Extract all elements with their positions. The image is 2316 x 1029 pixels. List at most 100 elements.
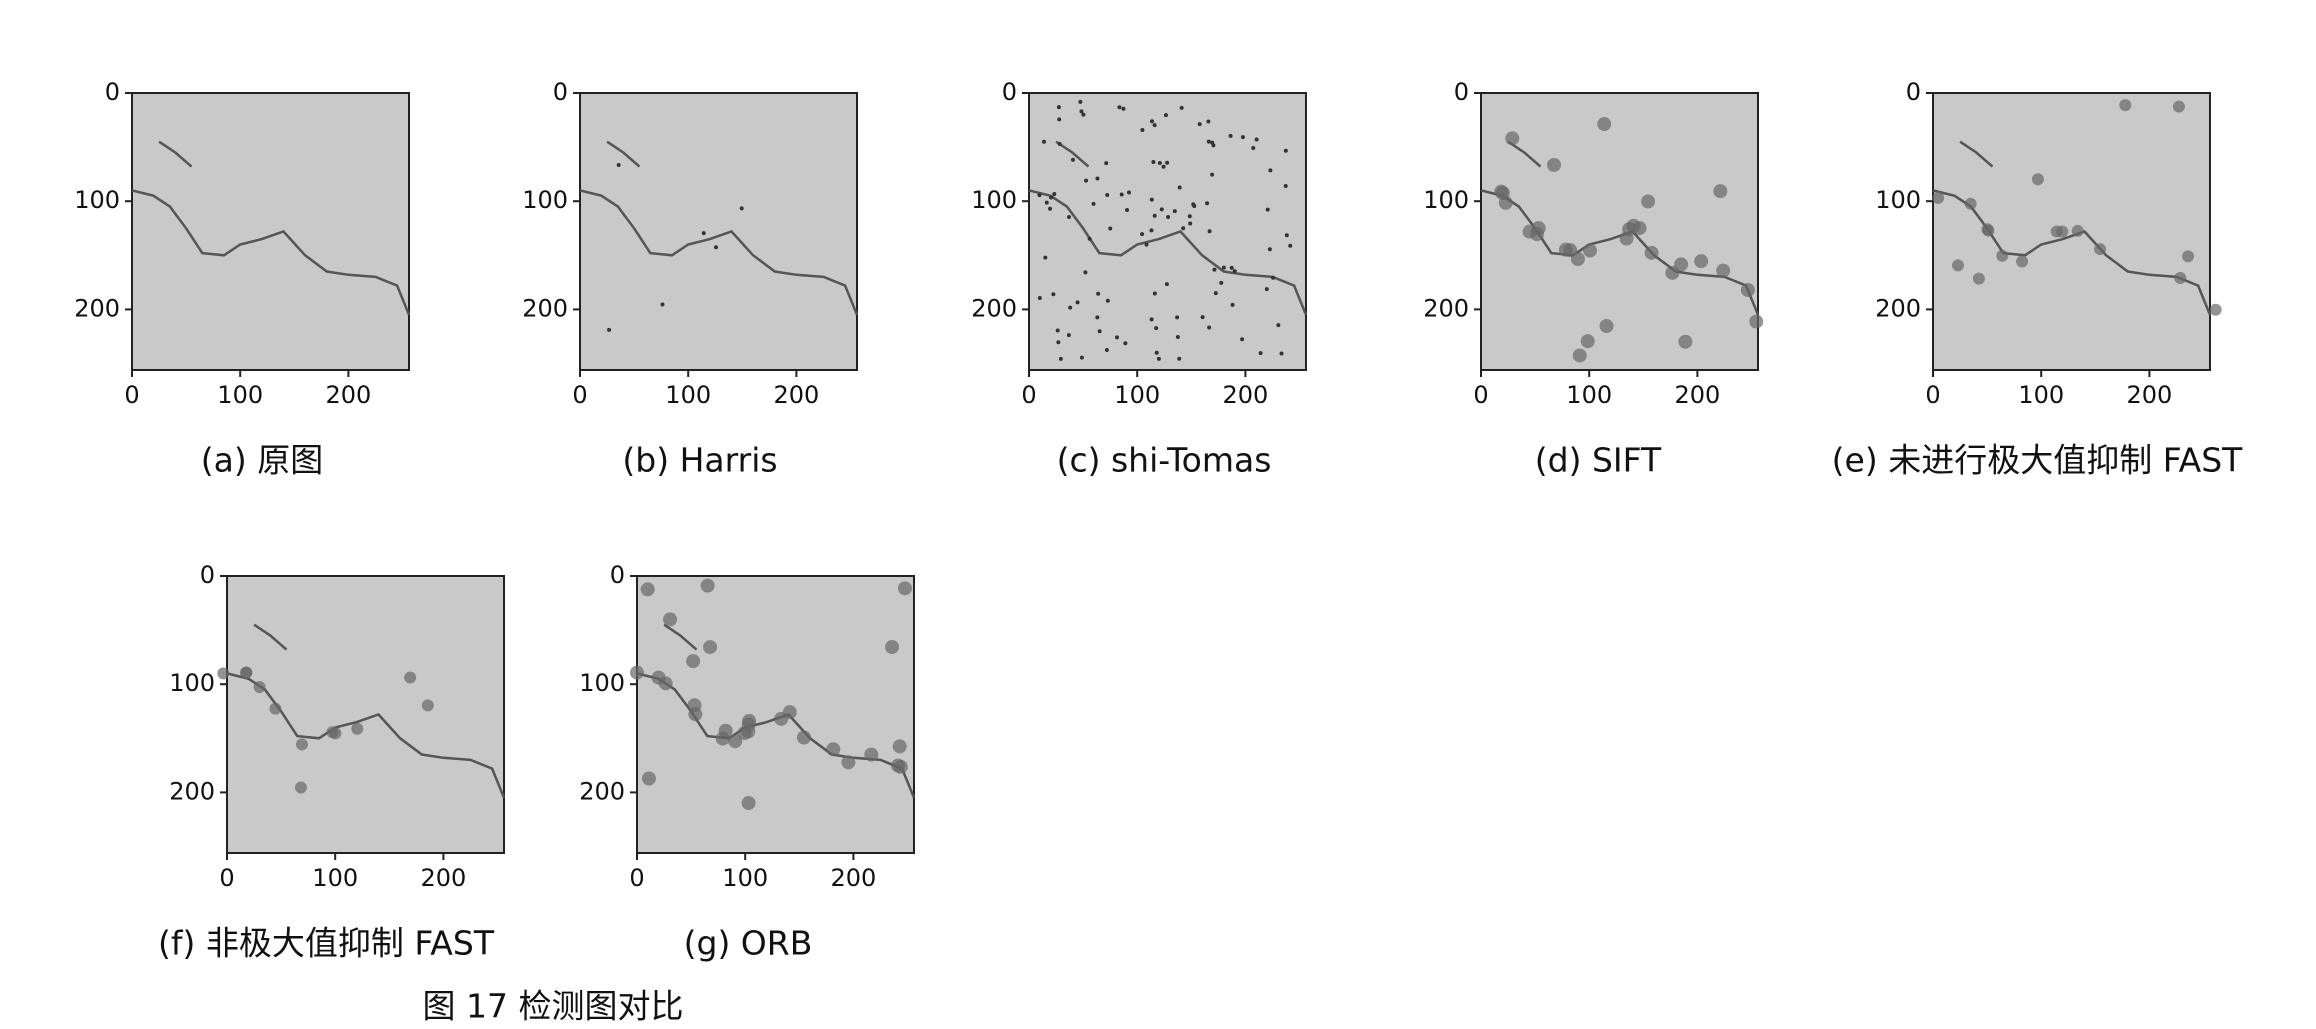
crack	[1932, 189, 2212, 316]
keypoint	[1267, 247, 1272, 252]
keypoint	[421, 699, 434, 712]
keypoint	[1200, 315, 1205, 320]
panel: 0 100 200 0 100 200 (g) ORB	[579, 561, 916, 963]
x-tick-label: 100	[722, 864, 768, 892]
keypoint	[1219, 280, 1224, 285]
keypoint	[1105, 192, 1110, 197]
x-tick-label: 0	[219, 864, 234, 892]
keypoint	[1066, 333, 1071, 338]
x-tick-label: 200	[326, 381, 372, 409]
keypoint	[1078, 99, 1083, 104]
keypoint	[1151, 160, 1156, 165]
keypoint	[1083, 270, 1088, 275]
keypoint	[1254, 137, 1259, 142]
keypoint	[1175, 315, 1180, 320]
keypoint	[714, 245, 719, 250]
panel-caption: (b) Harris	[622, 441, 777, 480]
keypoint	[1982, 224, 1995, 237]
keypoint	[660, 302, 665, 307]
x-tick-label: 200	[421, 864, 467, 892]
keypoint	[1140, 127, 1145, 132]
keypoint	[741, 796, 756, 811]
crack	[663, 623, 698, 651]
panel: 0 100 200 0 100 200 (e) 未进行极大值抑制 FAST	[1832, 78, 2244, 480]
x-tick-label: 200	[1223, 381, 1269, 409]
keypoint	[1740, 282, 1755, 297]
keypoint	[1258, 351, 1263, 356]
keypoint	[1221, 265, 1226, 270]
keypoint	[1749, 314, 1764, 329]
keypoint	[404, 671, 417, 684]
keypoint	[1075, 300, 1080, 305]
panel-caption: (e) 未进行极大值抑制 FAST	[1832, 441, 2244, 480]
keypoint	[2174, 272, 2187, 285]
keypoint	[1232, 269, 1237, 274]
image	[1028, 92, 1307, 371]
keypoint	[2209, 303, 2222, 316]
x-tick-label: 200	[2127, 381, 2173, 409]
keypoint	[1271, 275, 1276, 280]
keypoint	[826, 742, 841, 757]
keypoint	[640, 582, 655, 597]
keypoint	[1175, 334, 1180, 339]
image	[226, 575, 505, 854]
figure-caption: 图 17 检测图对比	[423, 987, 684, 1026]
keypoint	[1165, 160, 1170, 165]
keypoint	[703, 640, 718, 655]
keypoint	[1641, 194, 1656, 209]
keypoint	[1522, 224, 1537, 239]
keypoint	[1626, 218, 1641, 233]
y-tick-label: 200	[1875, 294, 1921, 322]
keypoint	[1964, 197, 1977, 210]
keypoint	[1056, 105, 1061, 110]
keypoint	[1207, 229, 1212, 234]
keypoint	[1058, 356, 1063, 361]
keypoint	[1284, 233, 1289, 238]
x-tick-label: 0	[124, 381, 139, 409]
keypoint	[893, 759, 908, 774]
keypoint	[1154, 350, 1159, 355]
x-tick-label: 200	[774, 381, 820, 409]
keypoint	[1149, 197, 1154, 202]
y-tick-label: 200	[971, 294, 1017, 322]
keypoint	[2094, 243, 2107, 256]
keypoint	[1096, 291, 1101, 296]
panel: 0 100 200 0 100 200 (c) shi-Tomas	[971, 78, 1308, 480]
keypoint	[1251, 145, 1256, 150]
x-tick-label: 100	[312, 864, 358, 892]
keypoint	[2071, 224, 2084, 237]
panel: 0 100 200 0 100 200 (f) 非极大值抑制 FAST	[158, 561, 506, 963]
keypoint	[1268, 168, 1273, 173]
keypoint	[1172, 209, 1177, 214]
x-tick-label: 100	[217, 381, 263, 409]
keypoint	[607, 327, 612, 332]
keypoint	[1197, 122, 1202, 127]
keypoint	[2172, 100, 2185, 113]
keypoint	[1580, 334, 1595, 349]
x-tick-label: 100	[1114, 381, 1160, 409]
keypoint	[1095, 176, 1100, 181]
keypoint	[1056, 340, 1061, 345]
keypoint	[1152, 291, 1157, 296]
x-tick-label: 200	[1675, 381, 1721, 409]
crack	[579, 189, 859, 316]
y-tick-label: 100	[522, 186, 568, 214]
crack	[1959, 140, 1994, 168]
keypoint	[269, 702, 282, 715]
image	[131, 92, 410, 371]
keypoint	[1713, 184, 1728, 199]
keypoint	[1117, 105, 1122, 110]
y-tick-label: 100	[971, 186, 1017, 214]
keypoint	[741, 724, 756, 739]
y-tick-label: 0	[553, 78, 568, 106]
keypoint	[1212, 267, 1217, 272]
keypoint	[1104, 348, 1109, 353]
keypoint	[1105, 298, 1110, 303]
panel: 0 100 200 0 100 200 (b) Harris	[522, 78, 859, 480]
x-tick-label: 200	[831, 864, 877, 892]
keypoint	[1288, 243, 1293, 248]
keypoint	[1114, 335, 1119, 340]
keypoint	[1264, 287, 1269, 292]
y-tick-label: 100	[1875, 186, 1921, 214]
